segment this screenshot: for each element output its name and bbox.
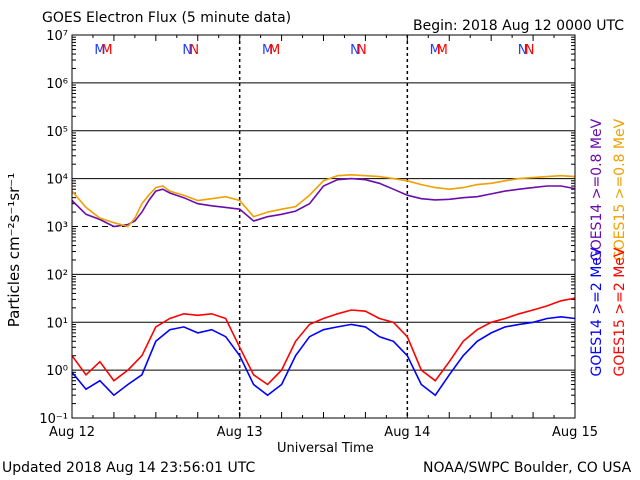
x-tick-label: Aug 14 [384,425,430,440]
begin-time: Begin: 2018 Aug 12 0000 UTC [413,18,624,34]
orbit-marker: N [357,43,367,58]
y-tick-label: 10⁴ [46,173,68,188]
plot-markers: MM NN MM NN MM NN [94,43,534,58]
orbit-marker: N [518,43,528,58]
y-tick-label: 10¹ [46,316,68,331]
x-tick-label: Aug 15 [552,425,598,440]
orbit-marker: M [437,43,448,58]
legend-entry: GOES15 >=0.8 MeV [612,118,628,262]
orbit-marker: M [94,43,105,58]
plot-frame [71,34,576,419]
x-tick-label: Aug 13 [217,425,263,440]
y-tick-label: 10² [46,268,68,283]
chart-title: GOES Electron Flux (5 minute data) [42,10,292,26]
y-tick-label: 10⁵ [46,125,68,140]
x-tick-label: Aug 12 [49,425,95,440]
orbit-marker: M [430,43,441,58]
orbit-marker: N [350,43,360,58]
credit: NOAA/SWPC Boulder, CO USA [423,460,632,476]
y-tick-label: 10⁻¹ [39,412,68,427]
y-axis-label: Particles cm⁻²s⁻¹sr⁻¹ [5,172,23,328]
orbit-marker: N [525,43,535,58]
series-line [71,177,576,228]
series-line [71,315,576,397]
plot-grid: 10⁻¹ 10⁰ 10¹ 10² 10³ 10⁴ 10⁵ 10⁶ 10⁷ Aug 12 Aug 13… [39,29,598,440]
orbit-marker: M [269,43,280,58]
x-axis-label: Universal Time [277,441,374,456]
series-line [71,173,576,228]
y-tick-label: 10⁰ [46,364,68,379]
legend-entry: GOES15 >=2 MeV [612,247,628,377]
orbit-marker: N [182,43,192,58]
legend-entry: GOES14 >=0.8 MeV [589,118,605,262]
updated-time: Updated 2018 Aug 14 23:56:01 UTC [2,460,256,476]
orbit-marker: N [189,43,199,58]
series-line [71,297,576,386]
legend-entry: GOES14 >=2 MeV [589,247,605,377]
y-tick-label: 10³ [46,221,68,236]
orbit-marker: M [262,43,273,58]
y-tick-label: 10⁷ [46,29,68,44]
plot-series [71,173,576,397]
y-tick-label: 10⁶ [46,77,68,92]
orbit-marker: M [101,43,112,58]
